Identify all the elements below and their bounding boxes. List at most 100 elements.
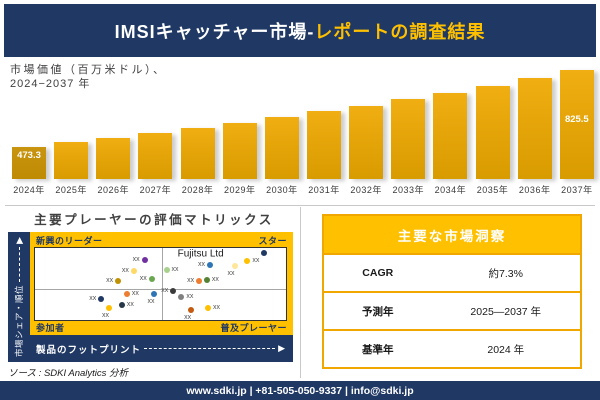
x-tick-label: 2031年	[308, 185, 340, 195]
quadrant-divider-horizontal	[35, 289, 286, 291]
insights-title: 主要な市場洞察	[324, 216, 580, 253]
bar-2026年	[96, 138, 131, 179]
bar-2025年	[54, 142, 89, 179]
matrix-point: xx	[133, 256, 148, 264]
matrix-plot: Fujitsu Ltd xx xx xx xx xx xx xx xx xx xx xx xx xx xx…	[34, 247, 287, 321]
matrix-point-label: xx	[187, 276, 195, 284]
matrix-point-label: xx	[252, 257, 260, 265]
matrix-point: xx	[198, 261, 213, 269]
bar-value-label: 473.3	[17, 150, 41, 161]
bar-value-label: 825.5	[564, 114, 589, 125]
matrix-point-label: xx	[197, 261, 205, 269]
matrix-point: xx	[89, 295, 105, 302]
arrow-right-icon: ▶	[278, 343, 285, 353]
dashed-line	[144, 348, 276, 349]
bar-column: 825.5 2037年	[559, 70, 594, 196]
quadrant-label-stars: スター	[258, 236, 287, 246]
bar-column: 2036年	[517, 78, 552, 196]
bar-column: 2030年	[264, 117, 299, 196]
quadrant-divider-vertical	[161, 248, 163, 320]
bar-chart: 473.3 2024年 2025年 2026年 2027年 2028年 2029年 2030年…	[12, 70, 594, 196]
matrix-point	[261, 249, 268, 256]
quadrant-label-participants: 参加者	[36, 323, 65, 333]
matrix-title: 主要プレーヤーの評価マトリックス	[34, 213, 274, 227]
insights-row: 基準年 2024 年	[324, 329, 580, 367]
insights-row-label: 基準年	[362, 343, 394, 356]
insights-panel: 主要な市場洞察 CAGR 約7.3% 予測年 2025—2037 年基準年 2024 年	[322, 214, 582, 369]
matrix-y-axis: 市場シェア・順位 ▶	[8, 232, 30, 362]
x-tick-label: 2030年	[266, 185, 298, 195]
x-tick-label: 2025年	[55, 185, 87, 195]
matrix-point-label: xx	[147, 298, 155, 306]
matrix-point: xx	[187, 277, 203, 284]
x-tick-label: 2029年	[223, 185, 256, 195]
x-tick-label: 2033年	[392, 185, 425, 195]
matrix-x-axis-label: 製品のフットプリント	[36, 344, 142, 356]
matrix-point: xx	[228, 263, 238, 277]
bar-2029年	[222, 123, 257, 179]
bar-column: 2035年	[475, 86, 510, 196]
matrix-point: xx	[106, 277, 122, 284]
insights-row-value: 約7.3%	[488, 267, 523, 280]
matrix-point-label: xx	[131, 290, 139, 298]
matrix-y-axis-label: 市場シェア・順位	[14, 284, 24, 357]
bar-column: 2034年	[433, 93, 468, 196]
header-banner: IMSIキャッチャー市場-レポートの調査結果	[4, 4, 596, 57]
matrix-frame: 新興のリーダー スター Fujitsu Ltd xx xx xx xx xx xx xx xx…	[30, 232, 293, 335]
footer-contact-text: www.sdki.jp | +81-505-050-9337 | info@sd…	[186, 384, 414, 397]
matrix-point-label: xx	[161, 287, 169, 295]
bar-2028年	[180, 128, 215, 179]
matrix-point: xx	[178, 293, 193, 300]
bar-2034年	[433, 93, 468, 179]
x-tick-label: 2034年	[434, 185, 467, 195]
chart-subtitle: 市場価値（百万米ドル）、 2024−2037 年	[10, 63, 167, 91]
matrix-point-label: xx	[171, 266, 179, 274]
bar-column: 2032年	[349, 106, 384, 196]
insights-row-label: CAGR	[362, 267, 394, 279]
insights-row-value: 2024 年	[487, 343, 525, 356]
bar-2033年	[391, 99, 426, 179]
chart-subtitle-line2: 2024−2037 年	[10, 78, 91, 90]
horizontal-divider	[5, 205, 595, 206]
bar-2037年: 825.5	[559, 70, 594, 179]
page-title-accent: レポートの調査結果	[314, 21, 486, 42]
matrix-point: xx	[244, 257, 259, 265]
matrix-y-axis-inner: 市場シェア・順位 ▶	[8, 232, 30, 362]
matrix-point-label: xx	[102, 311, 110, 319]
x-tick-label: 2035年	[476, 185, 509, 195]
matrix-point-label: xx	[132, 256, 140, 264]
matrix-point: xx	[184, 307, 195, 321]
matrix-x-axis: 製品のフットプリント ▶	[30, 335, 293, 362]
insights-table-body: CAGR 約7.3% 予測年 2025—2037 年基準年 2024 年	[324, 253, 580, 367]
bar-column: 2027年	[138, 133, 173, 196]
matrix-point: xx	[163, 266, 179, 274]
matrix-point: xx	[122, 267, 137, 275]
bar-2035年	[475, 86, 510, 179]
matrix-point-label: xx	[139, 274, 147, 282]
matrix-top-band: 新興のリーダー スター	[36, 234, 287, 247]
insights-row: CAGR 約7.3%	[324, 253, 580, 291]
matrix-point-label: xx	[121, 267, 129, 275]
matrix-point: xx	[204, 304, 220, 312]
matrix-bottom-band: 参加者 普及プレーヤー	[36, 321, 287, 334]
x-tick-label: 2027年	[139, 185, 172, 195]
matrix-point-label: xx	[126, 300, 134, 308]
footer-bar: www.sdki.jp | +81-505-050-9337 | info@sd…	[0, 381, 600, 400]
page-title-main: IMSIキャッチャー市場-	[114, 21, 315, 42]
matrix-point-label: xx	[186, 292, 194, 300]
x-tick-label: 2037年	[561, 185, 593, 195]
bar-2027年	[138, 133, 173, 179]
chart-subtitle-line1: 市場価値（百万米ドル）、	[10, 64, 167, 76]
x-tick-label: 2026年	[97, 185, 130, 195]
matrix-point-label: xx	[184, 314, 192, 322]
matrix-point-label: xx	[227, 270, 235, 278]
x-tick-label: 2032年	[350, 185, 382, 195]
x-tick-label: 2036年	[518, 185, 551, 195]
bar-column: 2031年	[306, 111, 341, 196]
matrix-company-label: Fujitsu Ltd	[177, 248, 224, 260]
insights-row-label: 予測年	[362, 305, 394, 318]
bar-2031年	[306, 111, 341, 179]
matrix-point: xx	[140, 275, 155, 282]
source-note: ソース : SDKI Analytics 分析	[8, 368, 129, 379]
